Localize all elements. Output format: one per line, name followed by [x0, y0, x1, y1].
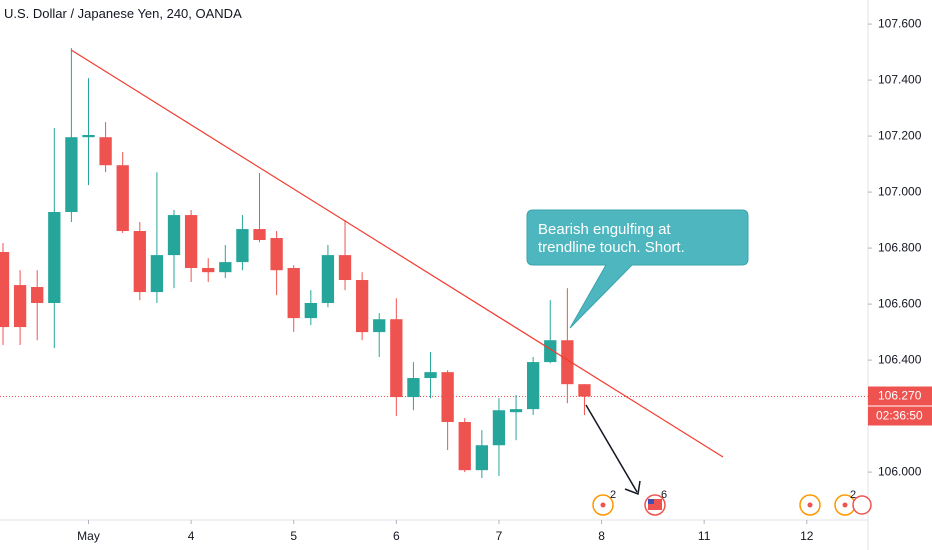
annotation[interactable]: Bearish engulfing at trendline touch. Sh…: [526, 209, 749, 329]
x-tick-label: 11: [698, 529, 711, 543]
annotation-box: [526, 209, 749, 329]
x-tick-label: 7: [496, 529, 503, 543]
candle-body: [544, 340, 557, 363]
countdown-label: 02:36:50: [876, 409, 923, 423]
event-flag: [648, 499, 654, 504]
y-tick-label: 107.200: [878, 128, 922, 142]
x-tick-label: 6: [393, 529, 400, 543]
candle-body: [133, 231, 146, 293]
event-marker[interactable]: 2: [592, 489, 616, 516]
arrow-head: [624, 480, 641, 496]
candle-body: [236, 229, 249, 263]
candle-body: [424, 372, 437, 379]
event-count: 6: [661, 489, 667, 501]
candle-body: [253, 229, 266, 240]
event-marker[interactable]: [799, 494, 821, 516]
arrow: [585, 404, 641, 496]
annotation-line: trendline touch. Short.: [538, 239, 685, 256]
candle-body: [167, 215, 181, 256]
candle-body: [304, 302, 317, 319]
candle-body: [578, 384, 591, 397]
y-tick-label: 107.000: [878, 184, 922, 198]
candle-body: [65, 137, 78, 212]
y-tick-label: 107.400: [878, 72, 922, 86]
candle-body: [287, 267, 300, 319]
countdown-box: [868, 406, 932, 426]
event-count: 2: [850, 489, 856, 501]
event-dot: [807, 502, 813, 508]
x-tick-label: 12: [800, 529, 814, 543]
trendline: [71, 49, 724, 458]
y-tick-label: 107.600: [878, 16, 922, 30]
x-tick-label: May: [77, 529, 100, 543]
x-tick-label: 8: [598, 529, 605, 543]
x-tick-label: 4: [188, 529, 195, 543]
candle-body: [270, 238, 283, 271]
candle-body: [407, 378, 420, 398]
candle-body: [526, 362, 540, 410]
candle-body: [492, 410, 506, 446]
candle-body: [184, 215, 198, 268]
event-count: 2: [610, 489, 616, 501]
candle-body: [355, 280, 369, 333]
candle-body: [202, 267, 215, 273]
candle-body: [116, 165, 129, 232]
candle-body: [441, 372, 454, 422]
chart-title: U.S. Dollar / Japanese Yen, 240, OANDA: [4, 6, 242, 21]
candle-body: [82, 134, 95, 138]
candle-body: [373, 319, 386, 333]
candle-body: [321, 255, 335, 303]
candle-body: [509, 409, 523, 413]
y-tick-label: 106.800: [878, 240, 922, 254]
candle-body: [48, 211, 61, 303]
candle-body: [219, 262, 232, 273]
candle-body: [150, 255, 164, 293]
event-marker[interactable]: 6: [644, 489, 667, 516]
event-dot: [842, 502, 848, 508]
candle-body: [99, 137, 112, 166]
y-tick-label: 106.600: [878, 296, 922, 310]
candle-body: [390, 319, 403, 398]
candle-body: [31, 287, 44, 303]
event-dot: [600, 502, 606, 508]
current-price-label: 106.270: [878, 389, 922, 403]
candle-body: [338, 255, 352, 281]
y-tick-label: 106.000: [878, 464, 922, 478]
arrow-shaft: [585, 404, 638, 493]
candle-body: [458, 421, 471, 471]
event-flag: [648, 499, 662, 510]
candle-body: [13, 285, 27, 328]
plot-area: [0, 48, 868, 478]
axes: 106.000 106.400 106.600 106.800 107.000 107.2…: [77, 16, 932, 543]
candle-body: [0, 252, 10, 328]
annotation-line: Bearish engulfing at: [538, 221, 671, 238]
x-tick-label: 5: [290, 529, 297, 543]
y-tick-label: 106.400: [878, 352, 922, 366]
current-price-box: [868, 386, 932, 406]
candle-body: [561, 340, 574, 385]
candle-body: [475, 445, 488, 471]
event-marker[interactable]: 2: [834, 489, 872, 516]
event-icon: [852, 495, 872, 515]
